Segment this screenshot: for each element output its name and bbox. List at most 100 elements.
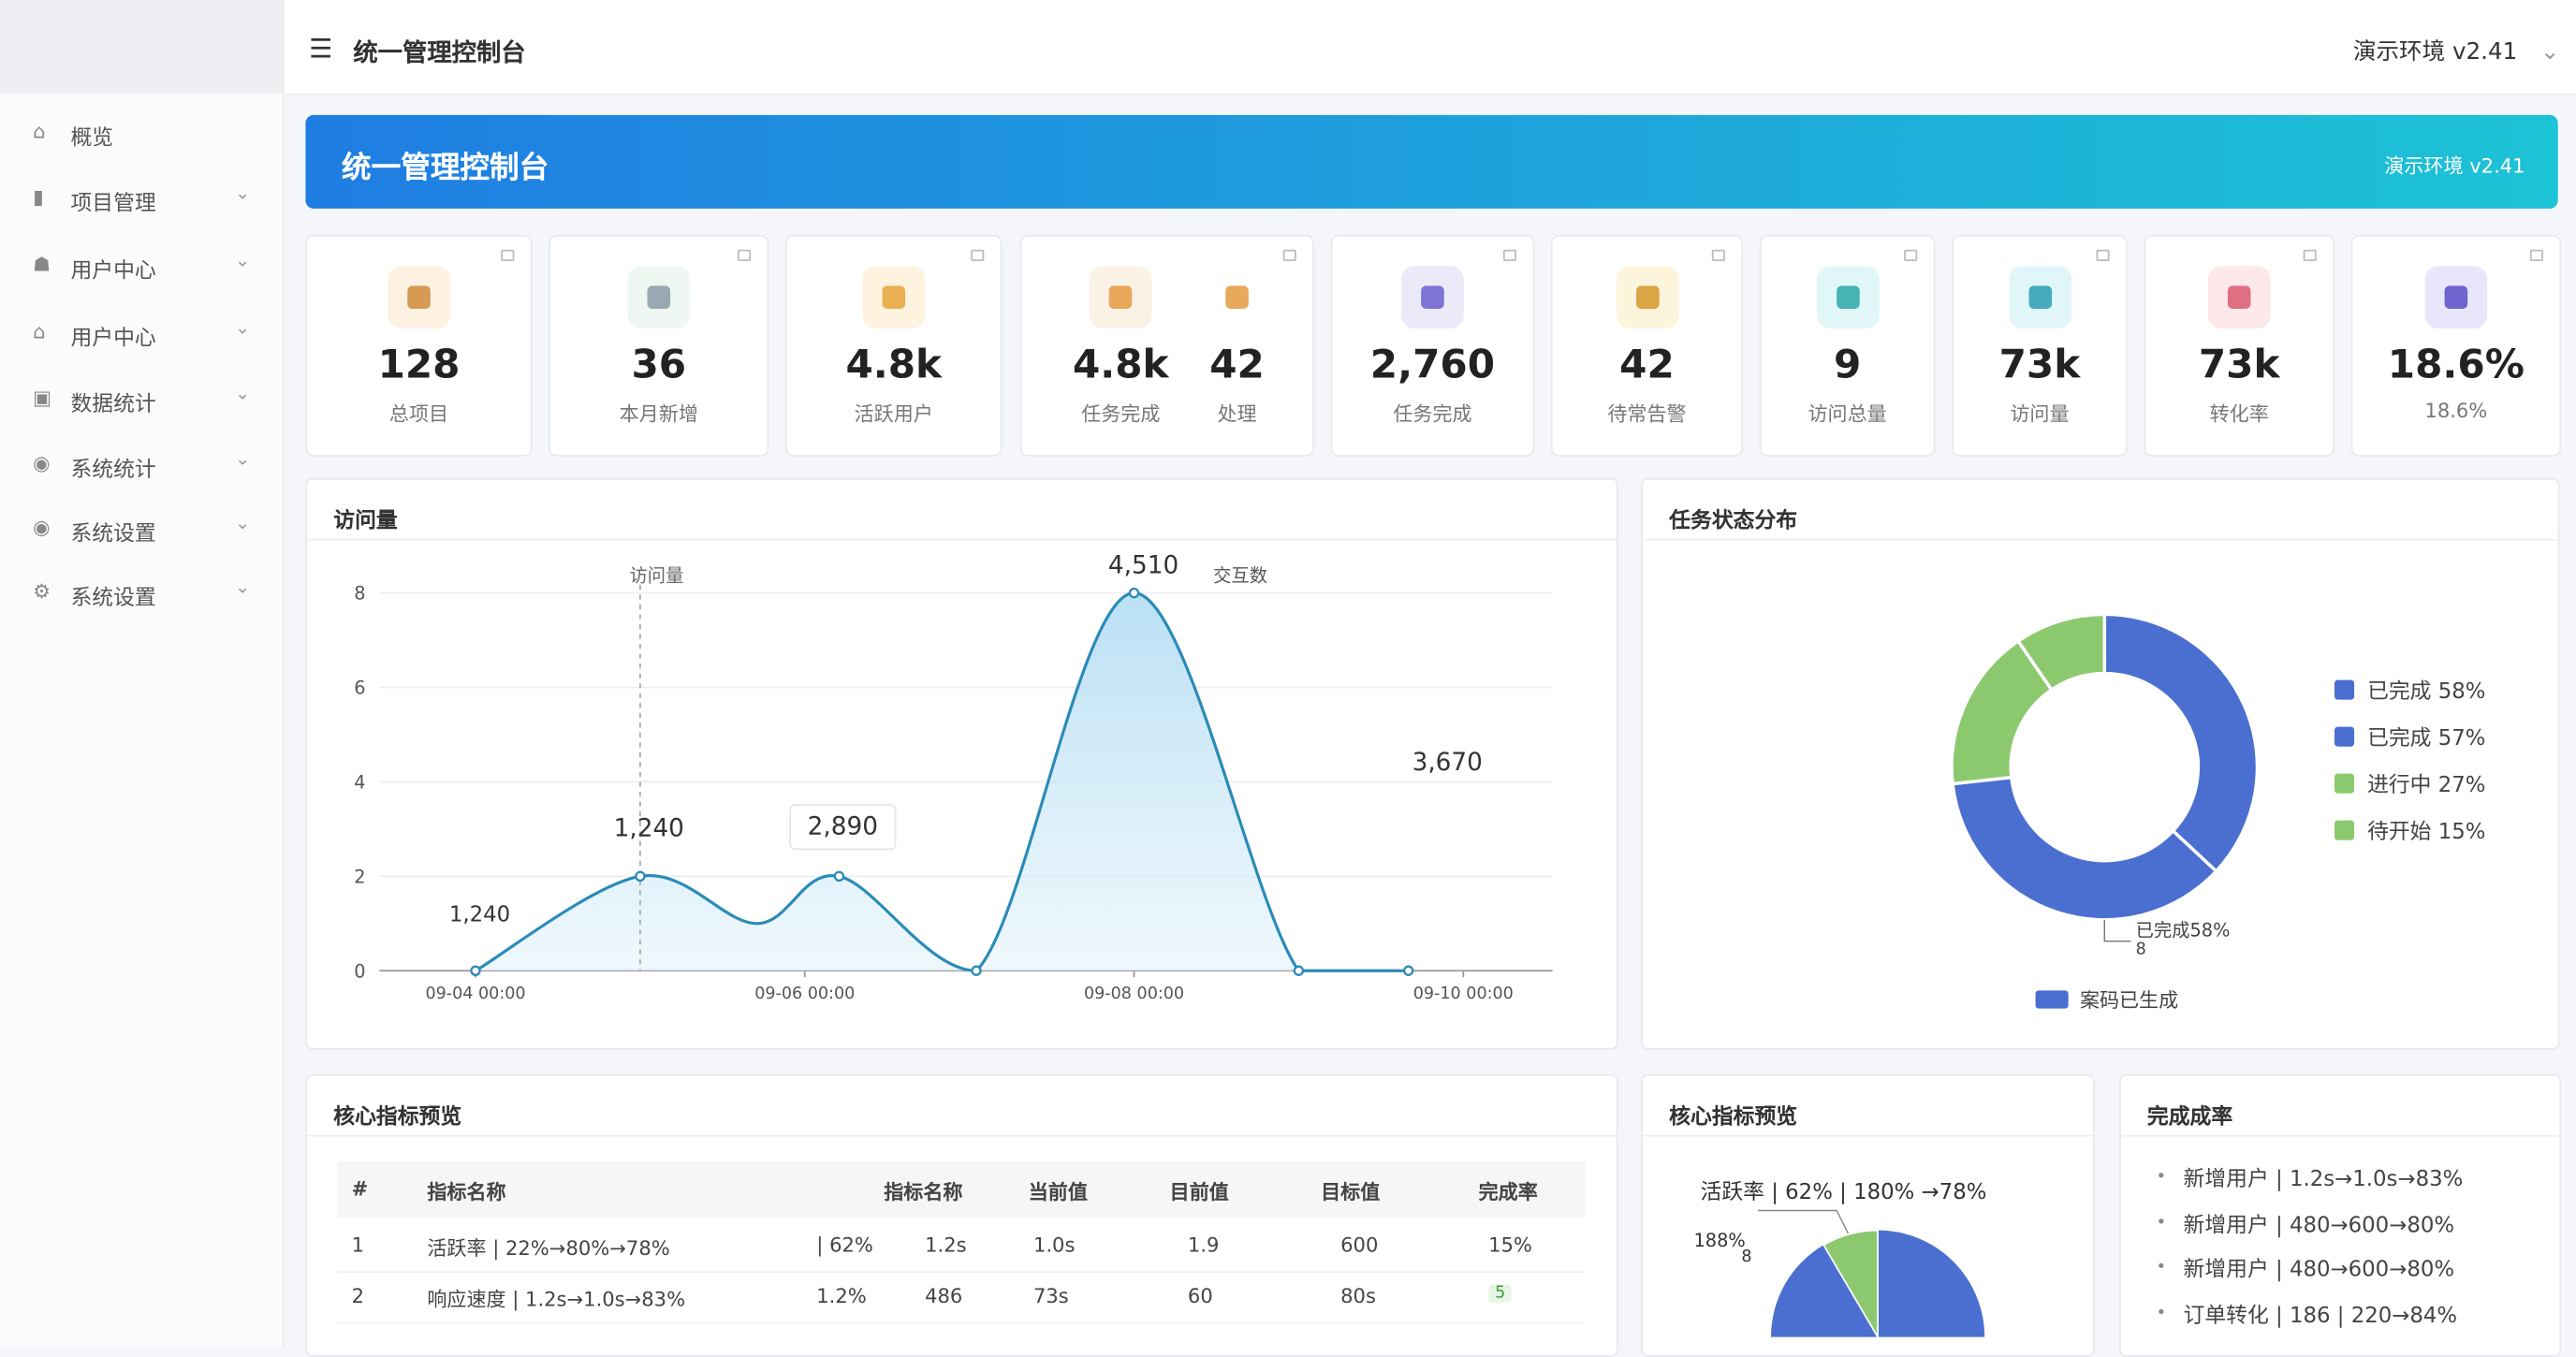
- chevron: ⌄: [234, 316, 251, 339]
- env-selector[interactable]: 演示环境 v2.41 ⌄: [2353, 35, 2560, 67]
- line-panel: 访问量: [305, 477, 1618, 1050]
- banner: 统一管理控制台 演示环境 v2.41: [305, 114, 2558, 209]
- stat-label: 任务完成: [1081, 401, 1161, 426]
- icon-glyph: [1421, 285, 1444, 309]
- stat-card: 42 待常告警: [1550, 234, 1744, 457]
- stat-label: 任务完成: [1393, 401, 1472, 426]
- stat-value: 73k: [1998, 342, 2081, 388]
- bullet: [2159, 1262, 2164, 1268]
- card-menu[interactable]: [1904, 249, 1918, 262]
- stat-label: 18.6%: [2424, 399, 2488, 423]
- icon-glyph: [647, 285, 671, 309]
- stat-icon: [2008, 266, 2071, 329]
- table-cell: 1.0s: [1032, 1233, 1076, 1257]
- topbar: ☰ 统一管理控制台 演示环境 v2.41 ⌄: [284, 0, 2576, 95]
- stat-value: 4.8k: [845, 342, 943, 388]
- leader-line: [1757, 1209, 1850, 1234]
- menu-label: 用户中心: [70, 259, 156, 285]
- stat-card: 18.6% 18.6%: [2350, 234, 2562, 457]
- table-cell: 响应速度 | 1.2s→1.0s→83%: [427, 1287, 686, 1311]
- stat-label: 待常告警: [1607, 401, 1687, 426]
- stat-value: 2,760: [1369, 342, 1496, 388]
- sidebar: ⌂ 概览 ▮ 项目管理 ⌄ ☗ 用户中心 ⌄ ⌂ 用户中心 ⌄ ▣ 数据统计 ⌄ ◉ 系统统计 ⌄ ◉ 系统设置 ⌄ ⚙…: [0, 0, 285, 1348]
- card-menu[interactable]: [2529, 249, 2543, 262]
- card-menu[interactable]: [1711, 249, 1725, 262]
- menu-label: 系统设置: [70, 586, 156, 611]
- card-menu[interactable]: [2096, 249, 2110, 262]
- stat-label: 活跃用户: [854, 401, 933, 426]
- rate-item: 订单转化 | 186 | 220→84%: [2183, 1303, 2458, 1328]
- panel-title: 任务状态分布: [1669, 509, 1798, 534]
- rate-item: 新增用户 | 480→600→80%: [2183, 1213, 2455, 1238]
- menu-label: 概览: [70, 126, 114, 152]
- panel-title: 核心指标预览: [333, 1105, 462, 1131]
- table-header: 指标名称: [427, 1180, 506, 1204]
- table-cell: 1.2s: [925, 1233, 967, 1257]
- stat-icon: [2424, 266, 2488, 329]
- table-cell: 600: [1340, 1233, 1379, 1257]
- card-menu[interactable]: [2303, 249, 2317, 262]
- divider: [307, 1134, 1617, 1137]
- rate-item: 新增用户 | 480→600→80%: [2183, 1258, 2455, 1283]
- card-menu[interactable]: [1502, 249, 1516, 262]
- menu-item[interactable]: ◉ 系统设置 ⌄: [0, 509, 283, 548]
- chevron: ⌄: [234, 512, 251, 534]
- menu-icon: ◉: [33, 451, 51, 475]
- status-badge: 5: [1488, 1284, 1513, 1303]
- topbar-title: 统一管理控制台: [353, 37, 526, 67]
- table-header: 当前值: [1028, 1180, 1088, 1204]
- menu-item[interactable]: ⚙ 系统设置 ⌄: [0, 574, 283, 613]
- menu-toggle[interactable]: ☰: [308, 33, 333, 65]
- stat-label: 转化率: [2209, 401, 2269, 426]
- card-menu[interactable]: [1282, 249, 1296, 262]
- table-header: 目标值: [1321, 1180, 1381, 1204]
- row-divider: [336, 1271, 1586, 1274]
- row-divider: [336, 1321, 1586, 1324]
- stat-value: 9: [1833, 342, 1862, 388]
- stat-card: 4.8k 活跃用户: [784, 234, 1003, 457]
- bullet: [2159, 1218, 2164, 1223]
- card-menu[interactable]: [501, 249, 515, 262]
- menu-item[interactable]: ▣ 数据统计 ⌄: [0, 379, 283, 418]
- stat-icon: [1401, 266, 1464, 329]
- stat-icon: [627, 266, 691, 329]
- card-menu[interactable]: [738, 249, 752, 262]
- chevron: ⌄: [2539, 39, 2560, 66]
- stat-card: 73k 访问量: [1952, 234, 2128, 457]
- stat-card: 2,760 任务完成: [1330, 234, 1535, 457]
- pie-slice: [1770, 1245, 1879, 1337]
- table-panel: 核心指标预览 # 指标名称 指标名称 当前值 目前值 目标值 完成率 1 活跃率 | 22%→8…: [305, 1073, 1618, 1357]
- table-cell: 80s: [1340, 1284, 1376, 1308]
- menu-item[interactable]: ⌂ 概览: [0, 113, 283, 153]
- rate-item: 新增用户 | 1.2s→1.0s→83%: [2183, 1167, 2464, 1193]
- stat-value: 36: [631, 342, 687, 388]
- menu-item[interactable]: ☗ 用户中心 ⌄: [0, 246, 283, 285]
- icon-glyph: [1225, 285, 1249, 309]
- bullet: [2159, 1307, 2164, 1314]
- icon-glyph: [1108, 285, 1133, 309]
- stat-label: 处理: [1217, 401, 1257, 426]
- pie-text: 活跃率 | 62% | 180% →78%: [1700, 1180, 1987, 1206]
- stat-label: 访问量: [2010, 401, 2070, 426]
- stat-icon: [862, 266, 926, 329]
- chevron: ⌄: [234, 182, 251, 204]
- table-header: 完成率: [1478, 1180, 1538, 1204]
- menu-item[interactable]: ◉ 系统统计 ⌄: [0, 445, 283, 485]
- pie-label: 188%: [1693, 1230, 1746, 1252]
- icon-glyph: [2227, 285, 2251, 309]
- stat-icon: [2207, 266, 2271, 329]
- icon-glyph: [407, 285, 431, 309]
- menu-icon: ▣: [33, 386, 52, 410]
- menu-icon: ⌂: [33, 320, 46, 343]
- env-label: 演示环境 v2.41: [2352, 39, 2518, 66]
- icon-glyph: [1635, 285, 1659, 309]
- table-header: 目前值: [1169, 1180, 1229, 1204]
- menu-item[interactable]: ⌂ 用户中心 ⌄: [0, 314, 283, 353]
- stat-card: 73k 转化率: [2144, 234, 2334, 457]
- card-menu[interactable]: [971, 249, 985, 262]
- table-cell: | 62%: [816, 1233, 873, 1257]
- panel-title: 核心指标预览: [1669, 1105, 1798, 1131]
- menu-item[interactable]: ▮ 项目管理 ⌄: [0, 179, 283, 218]
- pie-label: 8: [1741, 1248, 1752, 1267]
